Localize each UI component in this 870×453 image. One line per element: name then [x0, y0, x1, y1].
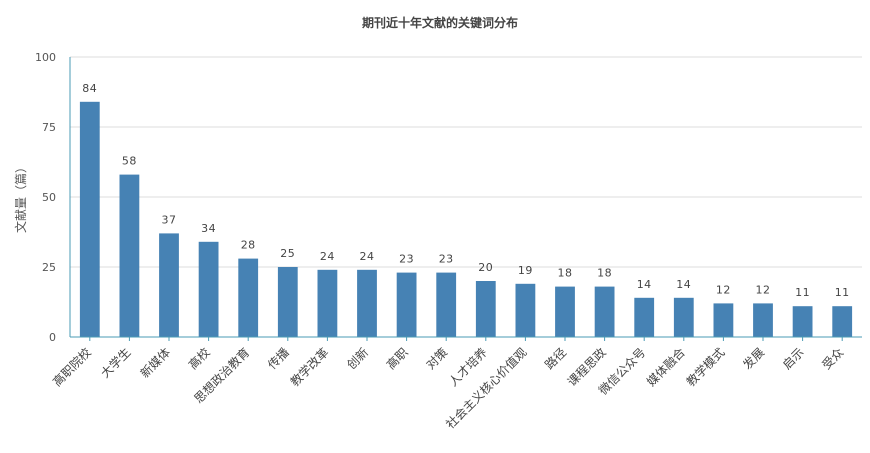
- y-tick-label: 50: [42, 191, 56, 204]
- data-label: 14: [676, 278, 691, 291]
- bar: [277, 267, 298, 337]
- data-label: 37: [162, 213, 177, 226]
- x-tick-label: 受众: [819, 345, 846, 372]
- bar: [198, 241, 219, 337]
- data-label: 18: [597, 267, 612, 280]
- data-label: 24: [360, 250, 375, 263]
- x-tick-label: 教学改革: [287, 345, 332, 390]
- data-label: 25: [280, 247, 295, 260]
- bar: [317, 269, 338, 337]
- data-label: 12: [716, 283, 731, 296]
- x-tick-label: 新媒体: [137, 345, 173, 381]
- data-label: 18: [558, 267, 573, 280]
- bar: [792, 306, 813, 337]
- y-tick-label: 25: [42, 261, 56, 274]
- x-tick-label: 对策: [423, 345, 450, 372]
- bar: [753, 303, 773, 337]
- x-tick-label: 高职: [383, 345, 411, 373]
- x-tick-label: 大学生: [97, 345, 133, 381]
- data-label: 11: [835, 286, 850, 299]
- x-tick-label: 启示: [780, 345, 807, 372]
- bars: 84 58 37 34 28 25 24 24 23 23 20 19 18 18 14 14 12 12 11 11: [79, 82, 853, 337]
- bar: [396, 272, 417, 337]
- bar: [713, 303, 734, 337]
- data-label: 24: [320, 250, 335, 263]
- chart-title: 期刊近十年文献的关键词分布: [362, 15, 518, 30]
- bar: [515, 283, 536, 337]
- y-tick-label: 0: [49, 331, 56, 344]
- x-tick-label: 传播: [264, 345, 292, 373]
- bar: [673, 297, 694, 337]
- bar: [79, 101, 100, 337]
- data-label: 34: [201, 222, 216, 235]
- data-label: 23: [439, 253, 454, 266]
- y-axis-label: 文献量（篇）: [13, 161, 28, 233]
- x-tick-label: 创新: [344, 345, 372, 373]
- data-label: 19: [518, 264, 533, 277]
- bar: [159, 233, 179, 337]
- y-tick-label: 75: [42, 121, 56, 134]
- grid: [70, 56, 862, 268]
- data-label: 12: [756, 283, 771, 296]
- bar: [555, 286, 575, 337]
- x-tick-label: 教学模式: [683, 345, 728, 390]
- data-label: 11: [795, 286, 810, 299]
- bar: [436, 272, 457, 337]
- bar: [594, 286, 615, 337]
- data-label: 28: [241, 239, 256, 252]
- y-tick-label: 100: [35, 51, 56, 64]
- bar: [475, 281, 496, 337]
- bar: [119, 174, 140, 337]
- x-tick-label: 高校: [185, 345, 213, 373]
- bar: [832, 306, 853, 337]
- bar: [238, 258, 259, 337]
- data-label: 58: [122, 155, 137, 168]
- x-tick-label: 高职院校: [49, 345, 94, 390]
- x-tick-label: 路径: [542, 345, 570, 373]
- data-label: 84: [82, 82, 97, 95]
- x-tick-label: 媒体融合: [643, 345, 688, 390]
- data-label: 14: [637, 278, 652, 291]
- x-tick-label: 发展: [740, 345, 768, 373]
- bar: [357, 269, 377, 337]
- bar: [634, 297, 655, 337]
- data-label: 20: [478, 261, 493, 274]
- data-label: 23: [399, 253, 414, 266]
